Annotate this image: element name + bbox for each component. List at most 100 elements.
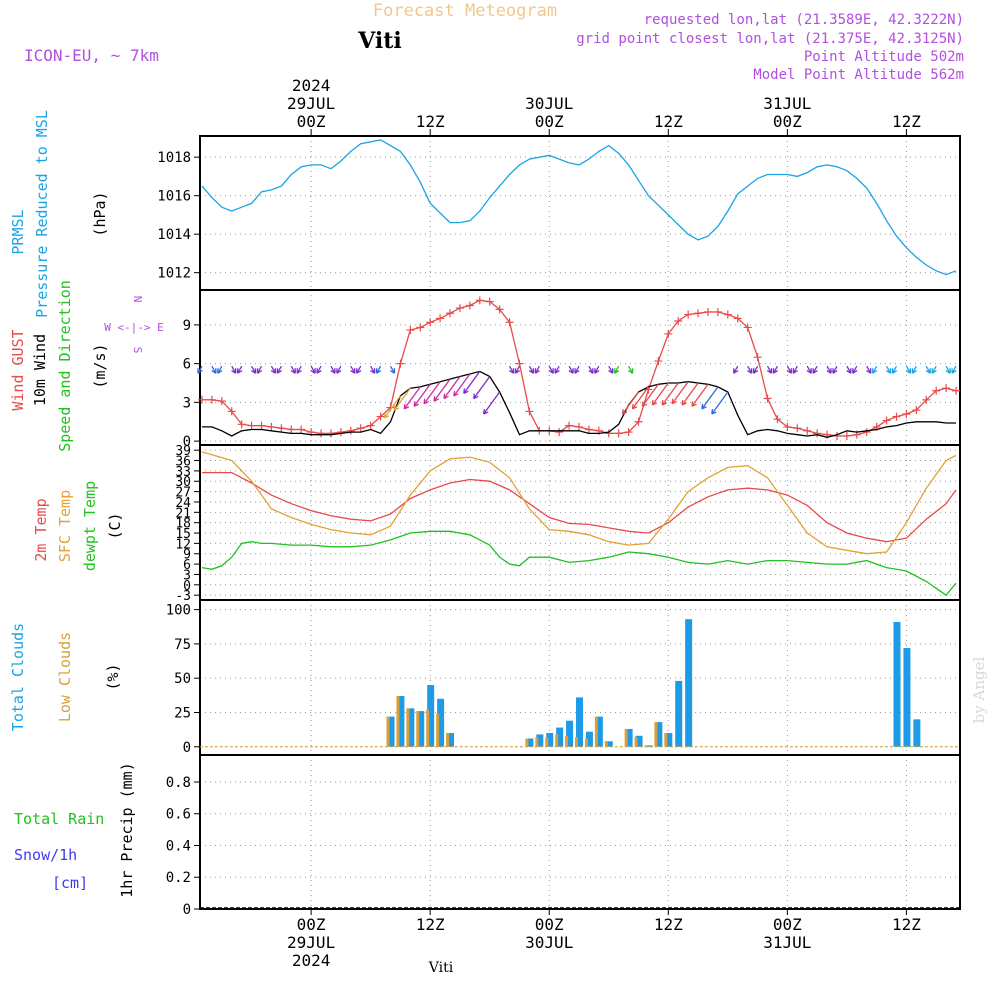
wind-arrow-head xyxy=(276,368,282,374)
wind-arrow-head xyxy=(270,368,277,374)
low-cloud-bar xyxy=(664,733,668,747)
point-altitude: Point Altitude 502m xyxy=(804,49,964,65)
time-label-bottom: 29JUL xyxy=(287,933,335,952)
y-tick-label: 24 xyxy=(175,496,191,511)
wind-arrow-head xyxy=(231,368,237,374)
low-cloud-bar xyxy=(386,716,390,747)
total-cloud-bar xyxy=(556,727,564,747)
wind-arrow-head xyxy=(588,368,594,374)
total-cloud-bar xyxy=(387,716,395,747)
compass-we: W <-|-> E xyxy=(104,321,164,334)
low-cloud-bar xyxy=(446,733,450,747)
gust-marker xyxy=(634,417,643,426)
wind-arrow xyxy=(651,382,669,406)
gust-marker xyxy=(862,428,871,437)
wind-arrow-head xyxy=(786,368,793,374)
wind-arrow xyxy=(463,370,481,394)
wind-arrow-head xyxy=(911,368,917,374)
wind-arrow xyxy=(641,383,659,407)
gust-marker xyxy=(793,424,802,433)
wind-arrow-head xyxy=(574,368,580,374)
wind-arrow-head xyxy=(766,368,773,374)
low-cloud-bar xyxy=(604,741,608,747)
time-label-top: 12Z xyxy=(416,112,445,131)
gust-marker xyxy=(197,395,206,404)
time-label-top: 12Z xyxy=(654,112,683,131)
temp2m-line xyxy=(202,471,957,543)
gust-marker xyxy=(674,317,683,325)
total-cloud-bar xyxy=(585,731,593,747)
sfctemp-line xyxy=(201,451,957,555)
gust-marker xyxy=(803,426,812,435)
time-label-top: 12Z xyxy=(892,112,921,131)
y-tick-label: 6 xyxy=(183,357,191,373)
total-cloud-bar xyxy=(526,738,534,747)
y-tick-label: 33 xyxy=(175,465,191,480)
total-cloud-bar xyxy=(605,741,613,747)
panel-frame xyxy=(199,135,961,291)
gust-marker xyxy=(326,429,335,438)
wind-arrow-head xyxy=(330,368,336,374)
dewpt-line xyxy=(201,530,957,597)
wind-arrow-head xyxy=(443,393,449,400)
wind-arrow-head xyxy=(925,368,931,374)
y-tick-label: 18 xyxy=(175,517,191,532)
wind-arrow-head xyxy=(375,368,382,374)
y-tick-label: 3 xyxy=(183,568,191,583)
wind-arrow-head xyxy=(316,368,322,374)
y-tick-label: 36 xyxy=(175,455,191,470)
wind-arrow-head xyxy=(641,401,648,407)
wind-arrow-head xyxy=(383,412,390,419)
gust-marker xyxy=(713,307,722,316)
low-cloud-bar xyxy=(575,737,579,747)
gust-marker xyxy=(247,421,256,430)
total-cloud-bar xyxy=(546,733,554,747)
clouds-unit-label: (%) xyxy=(104,663,122,690)
time-label-top: 00Z xyxy=(773,112,802,131)
wind-arrow-head xyxy=(661,399,668,406)
wind-arrow-head xyxy=(621,408,628,415)
wind-arrow-head xyxy=(389,368,396,374)
wind10m-label: 10m Wind xyxy=(31,334,49,406)
wind-arrow-head xyxy=(548,368,554,374)
total-cloud-bar xyxy=(645,745,653,747)
gust-marker xyxy=(505,318,514,327)
low-cloud-bar xyxy=(426,709,430,747)
gridpoint-coords: grid point closest lon,lat (21.375E, 42.… xyxy=(576,31,964,47)
wind-arrow-head xyxy=(931,368,937,374)
wind-arrow-head xyxy=(852,368,858,374)
gust-marker xyxy=(723,310,732,319)
total-cloud-bar xyxy=(665,733,673,747)
footer-location: Viti xyxy=(428,960,454,976)
gust-marker xyxy=(753,353,762,362)
time-label-top: 00Z xyxy=(535,112,564,131)
wind-arrow-head xyxy=(473,393,479,400)
gust-marker xyxy=(495,305,504,314)
total-cloud-bar xyxy=(685,619,693,747)
y-tick-label: 6 xyxy=(183,558,191,573)
gust-marker xyxy=(426,318,435,327)
wind-arrow-head xyxy=(237,368,243,374)
total-cloud-bar xyxy=(595,716,603,747)
chart-layers: 10121014101610180369-3036912151821242730… xyxy=(157,76,961,970)
low-clouds-label: Low Clouds xyxy=(56,632,74,722)
gust-marker xyxy=(436,314,445,323)
gust-marker xyxy=(922,395,931,404)
gust-marker xyxy=(614,429,623,438)
gust-marker xyxy=(942,384,951,393)
gust-marker xyxy=(703,307,712,316)
gust-marker xyxy=(416,323,425,332)
wind-arrow-head xyxy=(832,368,838,374)
wind-arrow-head xyxy=(711,408,717,415)
y-tick-label: 0 xyxy=(183,740,191,756)
total-cloud-bar xyxy=(417,711,425,747)
gust-marker xyxy=(604,429,613,438)
gust-marker xyxy=(743,323,752,332)
low-cloud-bar xyxy=(396,696,400,747)
wind-arrow-head xyxy=(671,398,677,405)
time-label-bottom: 12Z xyxy=(654,915,683,934)
total-cloud-bar xyxy=(407,708,415,747)
y-tick-label: 1016 xyxy=(157,189,191,205)
wind-arrow-head xyxy=(628,368,634,374)
gust-marker xyxy=(366,421,375,430)
